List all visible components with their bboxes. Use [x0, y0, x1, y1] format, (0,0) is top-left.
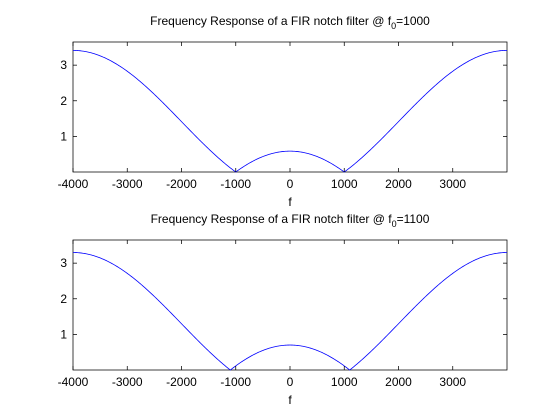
subplot-2-title: Frequency Response of a FIR notch filter… — [151, 212, 430, 229]
subplot-1-xtick-label: 1000 — [331, 177, 358, 191]
subplot-1-yticks: 1 2 3 — [60, 58, 507, 143]
subplot-2-xtick-label: 1000 — [331, 375, 358, 389]
subplot-1-title: Frequency Response of a FIR notch filter… — [150, 14, 430, 31]
subplot-1-xtick-label: 0 — [287, 177, 294, 191]
subplot-1-title-subscript: 0 — [391, 21, 396, 31]
subplot-2-yticks: 1 2 3 — [60, 256, 507, 341]
subplot-2-xticks: -4000 -3000 -2000 -1000 0 1000 2000 3000 — [58, 240, 466, 389]
subplot-2-xtick-label: 3000 — [439, 375, 466, 389]
subplot-1: Frequency Response of a FIR notch filter… — [58, 14, 508, 209]
subplot-1-xtick-label: -2000 — [166, 177, 197, 191]
subplot-2-xlabel: f — [288, 393, 292, 407]
subplot-2-xtick-label: 0 — [287, 375, 294, 389]
subplot-2-xtick-label: -3000 — [112, 375, 143, 389]
subplot-2-xtick-label: -4000 — [58, 375, 89, 389]
subplot-2-title-subscript: 0 — [392, 219, 397, 229]
subplot-2-title-main: Frequency Response of a FIR notch filter… — [151, 212, 393, 226]
subplot-2-line — [73, 252, 507, 371]
subplot-2-xtick-label: -2000 — [166, 375, 197, 389]
subplot-1-ytick-label: 3 — [60, 58, 67, 72]
subplot-1-title-suffix: =1000 — [396, 14, 430, 28]
subplot-1-ytick-label: 1 — [60, 129, 67, 143]
subplot-2-ytick-label: 1 — [60, 327, 67, 341]
subplot-1-line — [72, 50, 508, 173]
subplot-1-plot-area — [72, 41, 508, 173]
subplot-2-ytick-label: 2 — [60, 292, 67, 306]
subplot-1-xlabel: f — [288, 195, 292, 209]
subplot-1-xtick-label: -4000 — [58, 177, 89, 191]
subplot-1-xtick-label: -1000 — [220, 177, 251, 191]
subplot-1-xticks: -4000 -3000 -2000 -1000 0 1000 2000 3000 — [58, 42, 466, 191]
subplot-2-xtick-label: -1000 — [220, 375, 251, 389]
subplot-1-xtick-label: 2000 — [385, 177, 412, 191]
subplot-1-xtick-label: -3000 — [112, 177, 143, 191]
subplot-2-ytick-label: 3 — [60, 256, 67, 270]
subplot-2-title-suffix: =1100 — [397, 212, 430, 226]
subplot-1-xtick-label: 3000 — [439, 177, 466, 191]
subplot-2-xtick-label: 2000 — [385, 375, 412, 389]
subplot-2-plot-area — [72, 239, 508, 371]
subplot-1-title-main: Frequency Response of a FIR notch filter… — [150, 14, 392, 28]
subplot-2: Frequency Response of a FIR notch filter… — [58, 212, 508, 407]
subplot-1-ytick-label: 2 — [60, 94, 67, 108]
